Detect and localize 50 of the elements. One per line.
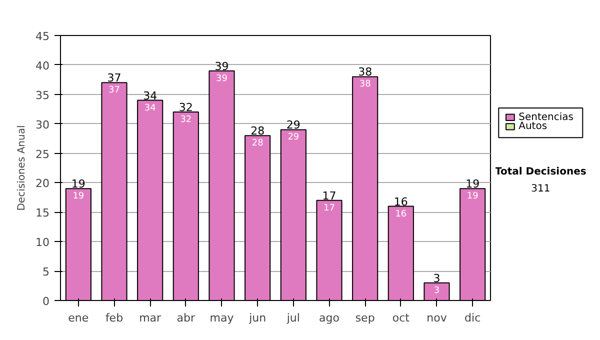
y-axis-title: Decisiones Anual: [16, 125, 28, 211]
data-label: 37: [108, 86, 120, 96]
data-label: 19: [466, 192, 479, 202]
x-tick-label: sep: [355, 312, 375, 324]
data-label: 39: [216, 74, 228, 84]
x-tick-label: abr: [176, 312, 196, 324]
data-label: 16: [395, 209, 407, 220]
y-tick-label: 5: [42, 266, 50, 279]
total-label: 37: [107, 72, 122, 85]
total-label: 32: [178, 101, 193, 114]
total-label: 17: [322, 189, 336, 202]
x-tick-label: ene: [68, 312, 89, 324]
x-tick-label: ago: [319, 312, 340, 324]
data-label: 32: [180, 115, 192, 126]
data-label: 17: [324, 203, 335, 214]
y-tick-label: 40: [36, 59, 50, 72]
x-tick-label: mar: [139, 312, 162, 324]
x-tick-label: nov: [426, 312, 448, 324]
y-tick-label: 45: [36, 30, 50, 43]
total-label: 29: [286, 118, 300, 132]
text: 311: [531, 183, 550, 194]
y-tick-label: 0: [42, 295, 50, 308]
y-tick-label: 30: [36, 118, 50, 132]
x-tick-label: jul: [286, 312, 300, 324]
y-tick-label: 25: [36, 148, 50, 161]
data-label: 19: [72, 192, 84, 202]
total-label: 28: [250, 124, 265, 138]
total-label: 38: [358, 66, 372, 79]
data-label: 34: [144, 103, 156, 114]
x-tick-label: oct: [392, 312, 410, 324]
total-label: 19: [466, 178, 480, 191]
total-label: 19: [71, 178, 86, 191]
y-tick-label: 20: [36, 177, 50, 190]
x-tick-label: jun: [248, 312, 266, 324]
total-label: 39: [214, 60, 229, 73]
y-tick-label: 35: [36, 88, 50, 102]
data-label: 38: [359, 80, 372, 90]
legend-label: Sentencias: [518, 112, 574, 123]
x-tick-label: dic: [464, 312, 481, 324]
data-label: 3: [434, 286, 440, 296]
x-tick-label: feb: [105, 312, 124, 324]
total-label: 34: [143, 89, 158, 102]
data-label: 29: [288, 132, 300, 143]
y-tick-label: 10: [36, 236, 50, 250]
total-label: 16: [394, 195, 408, 208]
total-label: 3: [433, 272, 440, 285]
data-label: 28: [252, 138, 264, 149]
legend-label: Autos: [518, 121, 548, 132]
y-tick-label: 15: [36, 206, 50, 220]
x-tick-label: may: [210, 312, 234, 324]
